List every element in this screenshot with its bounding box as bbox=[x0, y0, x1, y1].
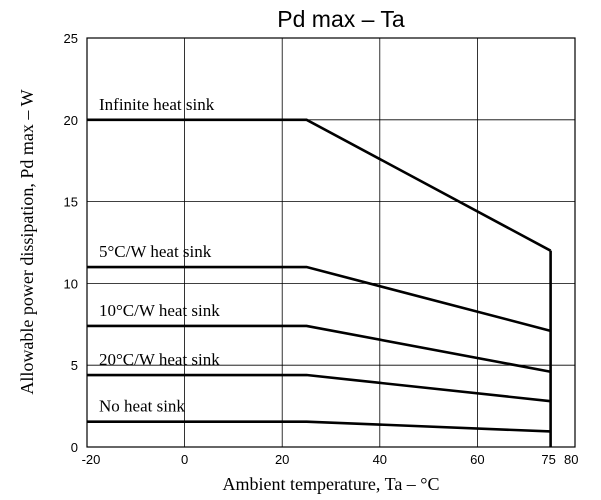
series-line bbox=[87, 373, 551, 403]
y-tick-label: 15 bbox=[64, 195, 78, 210]
y-tick-label: 5 bbox=[71, 358, 78, 373]
x-tick-label: 20 bbox=[275, 452, 289, 467]
x-tick-label: 60 bbox=[470, 452, 484, 467]
x-tick-label: 80 bbox=[564, 452, 578, 467]
x-axis-label: Ambient temperature, Ta – °C bbox=[222, 474, 439, 494]
x-tick-label: -20 bbox=[82, 452, 101, 467]
x-tick-label: 40 bbox=[373, 452, 387, 467]
y-tick-label: 25 bbox=[64, 31, 78, 46]
series-line bbox=[87, 324, 551, 374]
series-label: 20°C/W heat sink bbox=[99, 350, 220, 369]
chart-title: Pd max – Ta bbox=[277, 6, 405, 32]
plot-frame bbox=[86, 37, 576, 448]
x-tick-label: 75 bbox=[541, 452, 555, 467]
series-label: Infinite heat sink bbox=[99, 95, 215, 114]
y-tick-label: 20 bbox=[64, 113, 78, 128]
y-axis-label: Allowable power dissipation, Pd max – W bbox=[17, 89, 37, 394]
y-tick-label: 10 bbox=[64, 276, 78, 291]
series-line bbox=[87, 118, 552, 252]
x-tick-label: 0 bbox=[181, 452, 188, 467]
series-line bbox=[87, 420, 551, 433]
series-label: No heat sink bbox=[99, 397, 185, 416]
y-tick-label: 0 bbox=[71, 440, 78, 455]
series-label: 10°C/W heat sink bbox=[99, 301, 220, 320]
series-label: 5°C/W heat sink bbox=[99, 242, 212, 261]
series-line bbox=[87, 265, 551, 333]
